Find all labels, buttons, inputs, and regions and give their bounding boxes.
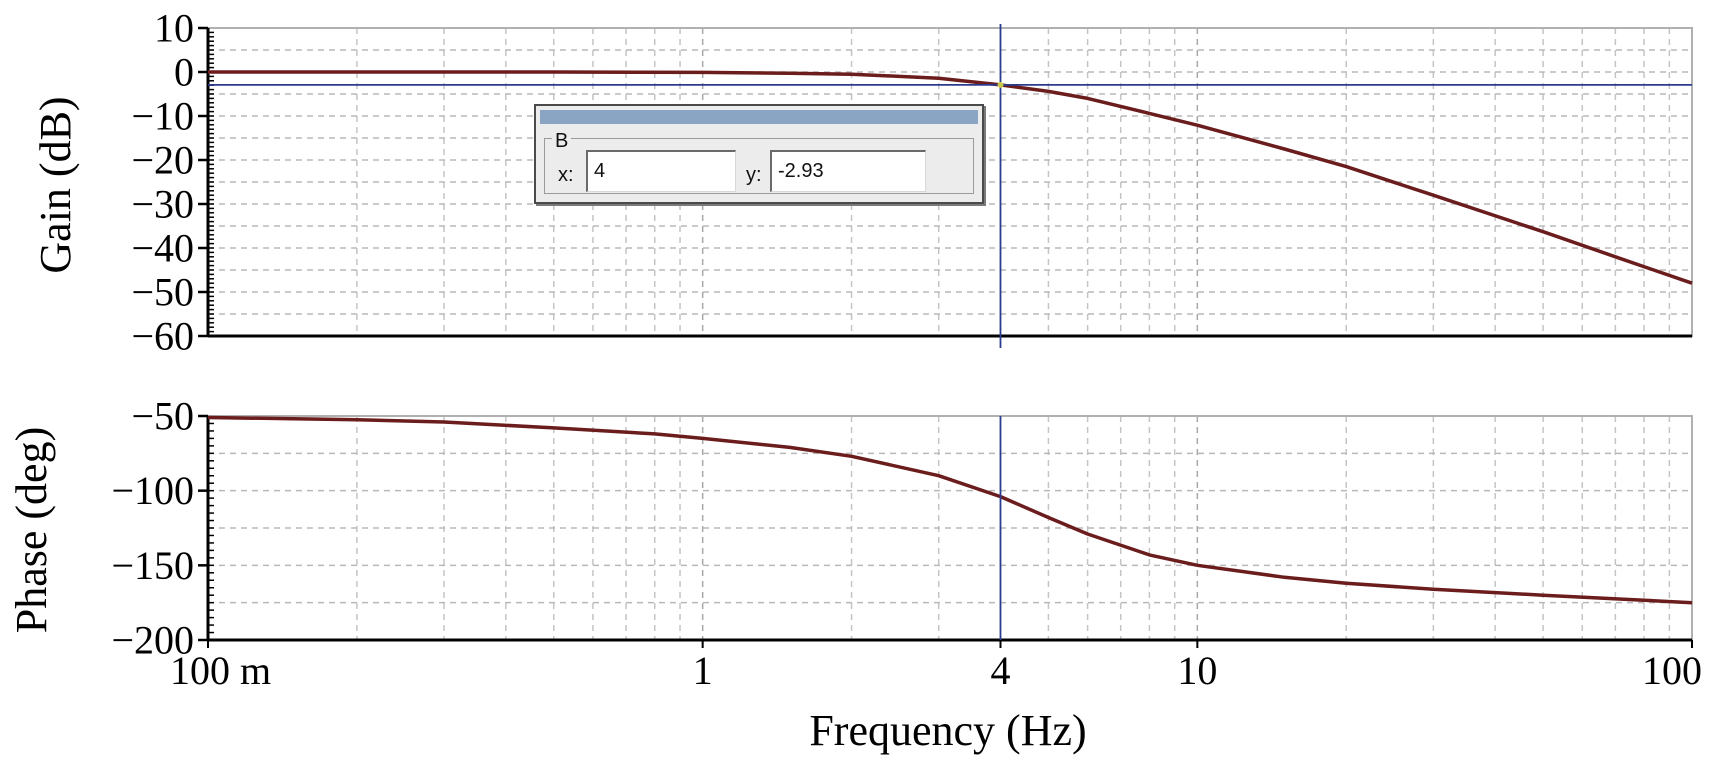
cursor-group-box [544, 138, 974, 194]
x-tick-label: 4 [990, 648, 1010, 693]
gain-y-tick-label: −20 [131, 138, 194, 183]
gain-panel: 100−10−20−30−40−50−60 [131, 6, 1693, 359]
phase-y-tick-label: −150 [111, 543, 194, 588]
phase-axis-title: Phase (deg) [7, 427, 56, 634]
cursor-marker [997, 81, 1004, 88]
cursor-readout-dialog[interactable]: B x: 4 y: -2.93 [534, 104, 984, 204]
y-value-input[interactable]: -2.93 [770, 150, 926, 192]
phase-y-tick-label: −100 [111, 468, 194, 513]
x-field-label: x: [558, 164, 574, 186]
gain-y-tick-label: −50 [131, 270, 194, 315]
x-tick-label: 1 [693, 648, 713, 693]
cursor-layer [208, 24, 1692, 640]
gain-series-line [208, 70, 1693, 285]
dialog-titlebar[interactable] [540, 110, 978, 124]
phase-y-tick-label: −200 [111, 618, 194, 663]
x-tick-label: 100 [1642, 648, 1702, 693]
gain-y-tick-label: −10 [131, 94, 194, 139]
gain-y-tick-label: 10 [154, 6, 194, 51]
x-tick-label: 10 [1177, 648, 1217, 693]
gain-y-tick-label: −30 [131, 182, 194, 227]
x-value-input[interactable]: 4 [586, 150, 736, 192]
gain-y-tick-label: −40 [131, 226, 194, 271]
y-field-label: y: [746, 164, 762, 186]
gain-y-tick-label: 0 [174, 50, 194, 95]
x-tick-label: 100 m [170, 648, 271, 693]
cursor-group-label: B [552, 130, 572, 153]
phase-series-line [207, 415, 1693, 605]
gain-y-tick-label: −60 [131, 314, 194, 359]
phase-y-tick-label: −50 [131, 394, 194, 439]
x-axis-title: Frequency (Hz) [809, 706, 1086, 755]
gain-axis-title: Gain (dB) [31, 96, 80, 273]
